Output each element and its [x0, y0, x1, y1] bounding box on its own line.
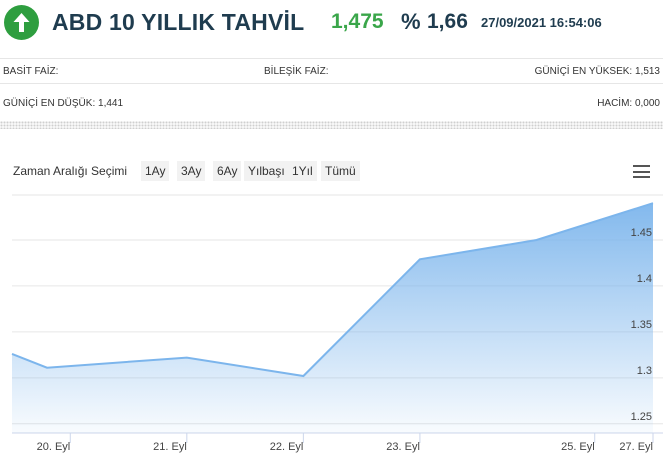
area-chart: 1.25 1.3 1.35 1.4 1.45 20. Eyl 21. Eyl 22. Eyl…: [11, 194, 663, 453]
range-label: Zaman Aralığı Seçimi: [13, 164, 128, 178]
percent-value: 1,66: [427, 10, 468, 33]
x-tick-label: 21. Eyl: [153, 441, 187, 453]
dotted-divider: [0, 121, 663, 129]
y-tick-label: 1.3: [637, 365, 652, 377]
header: ABD 10 YILLIK TAHVİL 1,475 % 1,66 27/09/…: [0, 0, 663, 46]
x-tick-label: 23. Eyl: [386, 441, 420, 453]
y-tick-label: 1.45: [631, 227, 652, 239]
timestamp: 27/09/2021 16:54:06: [481, 15, 602, 30]
series-area: [11, 202, 654, 433]
basit-faiz-label: BASİT FAİZ:: [3, 66, 59, 77]
x-tick-label: 27. Eyl: [619, 441, 653, 453]
x-axis-labels: 20. Eyl 21. Eyl 22. Eyl 23. Eyl 25. Eyl 27. E…: [37, 433, 654, 453]
y-tick-label: 1.25: [631, 411, 652, 423]
info-row-low-volume: GÜNİÇİ EN DÜŞÜK: 1,441 HACİM: 0,000: [0, 91, 663, 117]
page-title: ABD 10 YILLIK TAHVİL: [52, 9, 305, 35]
range-button-6ay[interactable]: 6Ay: [213, 161, 242, 181]
intraday-low: GÜNİÇİ EN DÜŞÜK: 1,441: [3, 98, 124, 109]
hamburger-menu-icon[interactable]: [633, 165, 650, 179]
bilesik-faiz-label: BİLEŞİK FAİZ:: [264, 66, 329, 77]
y-axis-labels: 1.25 1.3 1.35 1.4 1.45: [631, 227, 652, 423]
x-tick-label: 25. Eyl: [561, 441, 595, 453]
info-row-rates: BASİT FAİZ: BİLEŞİK FAİZ: GÜNİÇİ EN YÜKS…: [0, 58, 663, 84]
range-button-yilbasi[interactable]: Yılbaşı: [244, 161, 289, 181]
current-price: 1,475: [331, 10, 384, 33]
x-tick-label: 22. Eyl: [270, 441, 304, 453]
arrow-up-icon: [4, 5, 39, 40]
x-tick-label: 20. Eyl: [37, 441, 71, 453]
y-tick-label: 1.35: [631, 319, 652, 331]
range-button-tumu[interactable]: Tümü: [321, 161, 360, 181]
y-tick-label: 1.4: [637, 273, 652, 285]
series-line: [11, 202, 654, 378]
range-button-3ay[interactable]: 3Ay: [177, 161, 206, 181]
range-button-1yil[interactable]: 1Yıl: [288, 161, 317, 181]
percent-sign: %: [401, 9, 421, 34]
intraday-high: GÜNİÇİ EN YÜKSEK: 1,513: [534, 66, 660, 77]
series-area-fill: [12, 203, 653, 433]
volume: HACİM: 0,000: [597, 98, 660, 109]
range-button-1ay[interactable]: 1Ay: [141, 161, 170, 181]
